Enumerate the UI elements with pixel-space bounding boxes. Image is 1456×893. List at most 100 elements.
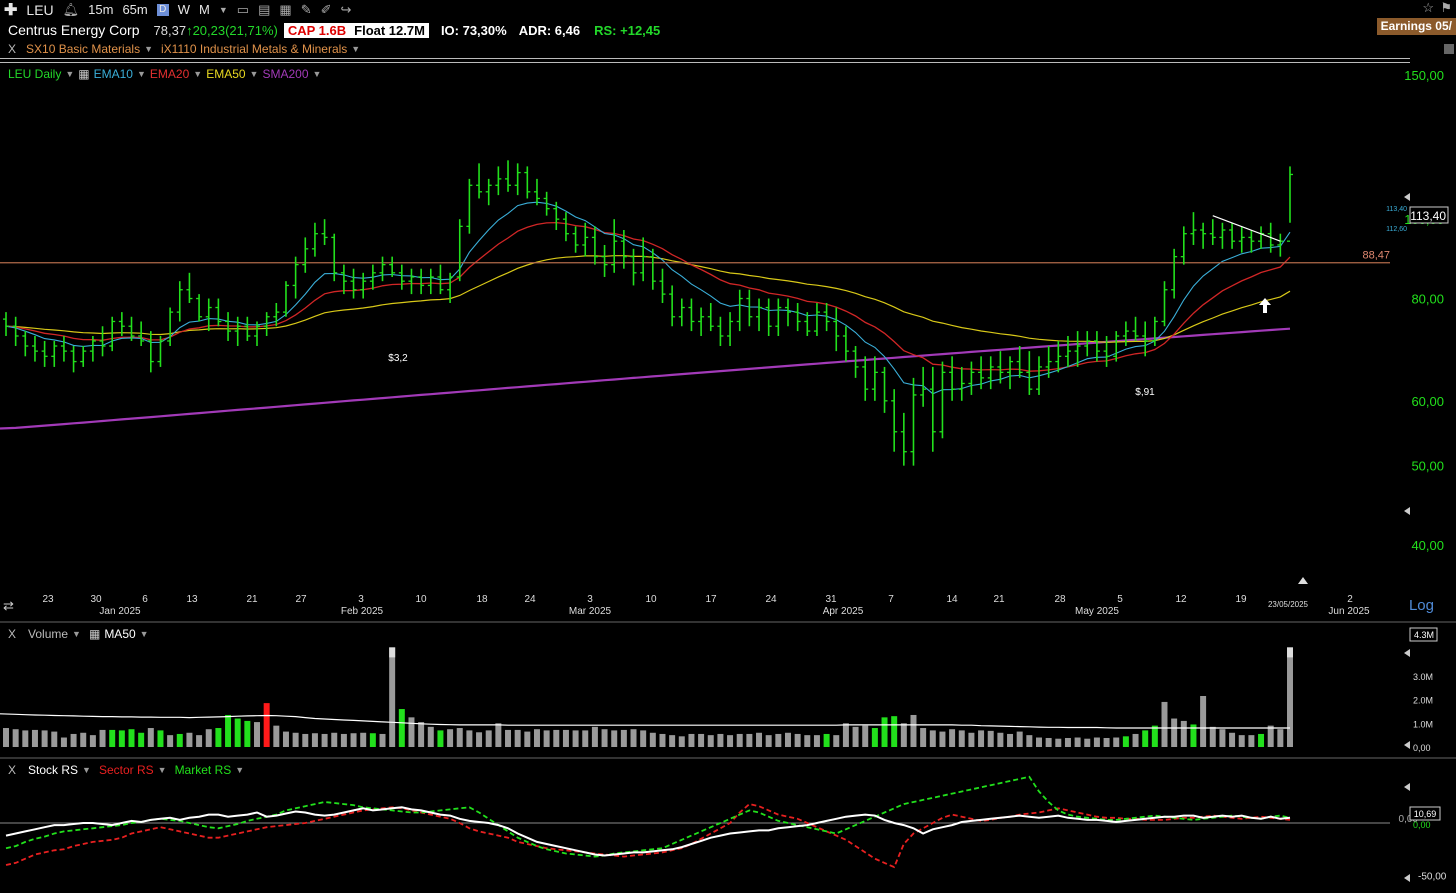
volume-bar bbox=[196, 735, 203, 747]
resistance-label: 88,47 bbox=[1362, 250, 1390, 262]
volume-bar bbox=[311, 733, 318, 747]
chevron-down-icon[interactable]: ▼ bbox=[82, 765, 91, 775]
ohlc-bar bbox=[138, 321, 145, 347]
ohlc-bar bbox=[186, 272, 193, 303]
ema10-line bbox=[5, 201, 1291, 395]
calendar-icon[interactable]: ▦ bbox=[279, 1, 292, 17]
volume-bar bbox=[89, 735, 96, 747]
close-icon[interactable]: X bbox=[8, 763, 17, 777]
volume-bar bbox=[495, 723, 502, 747]
volume-bar bbox=[1055, 738, 1062, 747]
share-icon[interactable]: ↪ bbox=[340, 1, 352, 17]
date-tick-label: 23 bbox=[42, 594, 54, 605]
timeframe-65m[interactable]: 65m bbox=[122, 2, 148, 17]
chevron-down-icon[interactable]: ▼ bbox=[312, 69, 322, 79]
ohlc-bar bbox=[987, 356, 994, 390]
chevron-down-icon[interactable]: ▼ bbox=[351, 44, 361, 54]
up-arrow-icon bbox=[1259, 298, 1271, 313]
legend-ema10[interactable]: EMA10 bbox=[93, 67, 133, 81]
chevron-down-icon[interactable]: ▼ bbox=[144, 44, 153, 54]
volume-bar bbox=[823, 733, 830, 747]
volume-bar-cap bbox=[389, 647, 396, 658]
chevron-down-icon[interactable]: ▼ bbox=[139, 629, 149, 639]
chevron-down-icon[interactable]: ▼ bbox=[65, 69, 75, 79]
log-scale-toggle[interactable]: Log bbox=[1408, 597, 1434, 614]
sector-row: X SX10 Basic Materials ▼ iX1110 Industri… bbox=[8, 42, 368, 56]
volume-bar bbox=[765, 735, 772, 747]
volume-bar bbox=[234, 718, 241, 747]
ohlc-bar bbox=[80, 346, 87, 367]
volume-bar bbox=[1132, 733, 1139, 747]
timeframe-m[interactable]: M bbox=[199, 2, 210, 17]
grid-icon[interactable]: ▦ bbox=[78, 67, 90, 81]
sector-rs-label[interactable]: Sector RS bbox=[98, 763, 154, 777]
ma50-label[interactable]: MA50 bbox=[104, 627, 136, 641]
timeframe-d[interactable]: D bbox=[156, 3, 169, 16]
legend-ema50[interactable]: EMA50 bbox=[206, 67, 246, 81]
industry-link[interactable]: iX1110 Industrial Metals & Minerals bbox=[160, 42, 348, 56]
bell-icon[interactable]: 🔔︎ bbox=[62, 1, 80, 17]
ohlc-bar bbox=[51, 340, 58, 367]
add-symbol-icon[interactable]: ✚ bbox=[4, 1, 18, 19]
volume-bar bbox=[379, 733, 386, 747]
symbol-label[interactable]: LEU bbox=[26, 1, 54, 18]
date-tick-label: 10 bbox=[645, 594, 657, 605]
ohlc-bar bbox=[389, 256, 396, 277]
volume-bar bbox=[157, 730, 164, 747]
date-tick-label: 31 bbox=[825, 594, 837, 605]
volume-bar bbox=[244, 720, 251, 747]
scrollbar-handle[interactable] bbox=[1444, 44, 1454, 54]
timeframe-w[interactable]: W bbox=[177, 2, 191, 17]
scroll-down-icon bbox=[1404, 874, 1410, 882]
ohlc-bar bbox=[727, 312, 734, 347]
date-tick-label: 30 bbox=[90, 594, 102, 605]
legend-sma200[interactable]: SMA200 bbox=[262, 67, 309, 81]
volume-bar bbox=[22, 730, 29, 747]
month-label: Mar 2025 bbox=[569, 606, 612, 617]
volume-bar bbox=[891, 716, 898, 747]
chevron-down-icon[interactable]: ▼ bbox=[157, 765, 167, 775]
ohlc-bar bbox=[1142, 321, 1149, 357]
timeframe-15m[interactable]: 15m bbox=[88, 2, 114, 17]
io-value: IO: 73,30% bbox=[440, 22, 507, 38]
volume-bar bbox=[360, 732, 367, 747]
tv-icon[interactable]: ▭ bbox=[236, 1, 250, 17]
volume-bar bbox=[640, 730, 647, 747]
close-icon[interactable]: X bbox=[8, 627, 17, 641]
ohlc-bar bbox=[514, 163, 521, 196]
ohlc-bar bbox=[939, 361, 946, 439]
dropdown-icon[interactable]: ▼ bbox=[218, 4, 228, 15]
volume-bar bbox=[282, 731, 289, 747]
volume-bar-cap bbox=[1287, 647, 1293, 658]
sector-link[interactable]: SX10 Basic Materials bbox=[26, 42, 141, 56]
chevron-down-icon[interactable]: ▼ bbox=[193, 69, 203, 79]
rs-stock-box bbox=[1409, 806, 1441, 821]
volume-bar bbox=[80, 732, 87, 747]
legend-main[interactable]: LEU Daily bbox=[8, 67, 62, 81]
volume-bar bbox=[1084, 738, 1091, 747]
ohlc-bar bbox=[1074, 331, 1081, 367]
star-icon[interactable]: ☆ bbox=[1422, 0, 1434, 15]
swap-icon: ⇄ bbox=[3, 598, 14, 613]
ohlc-bar bbox=[379, 256, 386, 282]
chevron-down-icon[interactable]: ▼ bbox=[249, 69, 259, 79]
volume-title[interactable]: Volume bbox=[28, 627, 69, 641]
grid-icon[interactable]: ▦ bbox=[88, 627, 101, 641]
close-icon[interactable]: X bbox=[8, 42, 17, 56]
ohlc-bar bbox=[292, 256, 299, 299]
legend-ema20[interactable]: EMA20 bbox=[149, 67, 190, 81]
ohlc-bar bbox=[669, 285, 676, 327]
pencil-icon[interactable]: ✎ bbox=[300, 1, 312, 17]
ohlc-bar bbox=[601, 244, 608, 277]
stock-rs-label[interactable]: Stock RS bbox=[28, 763, 79, 777]
chevron-down-icon[interactable]: ▼ bbox=[72, 629, 81, 639]
volume-bar bbox=[620, 729, 627, 747]
chevron-down-icon[interactable]: ▼ bbox=[136, 69, 146, 79]
flag-icon[interactable]: ⚑ bbox=[1440, 0, 1452, 15]
market-rs-label[interactable]: Market RS bbox=[174, 763, 232, 777]
ohlc-bar bbox=[456, 219, 463, 282]
layout-icon[interactable]: ▤ bbox=[258, 1, 271, 17]
chevron-down-icon[interactable]: ▼ bbox=[235, 765, 245, 775]
eraser-icon[interactable]: ✐ bbox=[320, 1, 332, 17]
